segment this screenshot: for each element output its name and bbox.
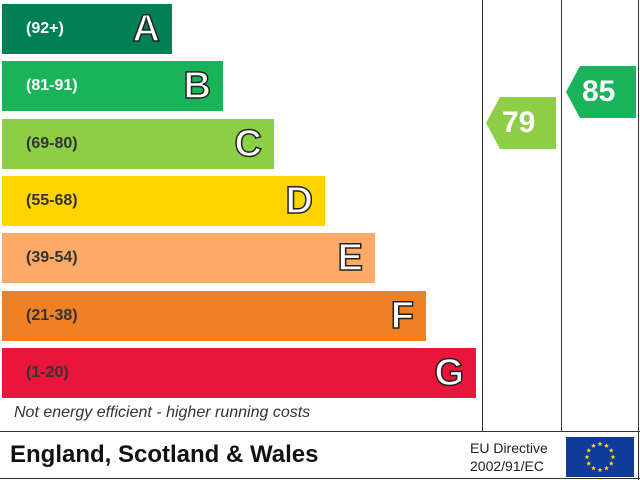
band-range-label: (81-91)	[26, 77, 78, 95]
band-b: (81-91) B	[2, 61, 223, 112]
current-rating-value: 79	[502, 106, 536, 139]
bottom-border	[0, 478, 640, 479]
eu-star	[597, 441, 603, 447]
eu-star	[584, 454, 590, 460]
band-range-label: (69-80)	[26, 134, 78, 152]
band-range-label: (55-68)	[26, 191, 78, 209]
band-letter: D	[285, 179, 314, 223]
band-f: (21-38) F	[2, 290, 426, 341]
band-letter: C	[234, 122, 263, 166]
band-range-label: (1-20)	[26, 363, 69, 381]
footnote: Not energy efficient - higher running co…	[14, 404, 311, 421]
eu-star	[597, 467, 603, 473]
eu-star	[604, 443, 609, 448]
band-letter: E	[337, 236, 364, 280]
band-range-label: (39-54)	[26, 249, 78, 267]
potential-rating-value: 85	[582, 75, 616, 108]
current-column-divider	[482, 0, 483, 432]
eu-flag-icon	[566, 437, 634, 477]
band-range-label: (21-38)	[26, 306, 78, 324]
band-a: (92+) A	[2, 4, 172, 54]
current-rating-arrow: 79	[486, 97, 556, 149]
eu-star	[604, 465, 609, 471]
eu-star	[586, 447, 592, 453]
right-border	[638, 0, 639, 480]
eu-star	[591, 465, 596, 471]
band-g: (1-20) G	[2, 347, 476, 398]
footer-divider	[0, 431, 640, 432]
potential-rating-shape	[566, 66, 636, 118]
band-letter: F	[390, 294, 415, 338]
band-letter: B	[183, 65, 212, 109]
band-letter: A	[132, 7, 161, 51]
band-letter: G	[434, 351, 465, 395]
current-rating-shape	[486, 97, 556, 149]
potential-rating-arrow: 85	[566, 66, 636, 118]
eu-star	[608, 460, 614, 466]
band-e: (39-54) E	[2, 233, 375, 284]
directive-line-2: 2002/91/EC	[470, 458, 544, 474]
eu-star	[591, 443, 596, 448]
band-c: (69-80) C	[2, 118, 274, 169]
band-range-label: (92+)	[26, 20, 64, 37]
directive-line-1: EU Directive	[470, 440, 548, 456]
band-d: (55-68) D	[2, 175, 325, 226]
eu-star	[610, 454, 616, 460]
eu-star	[586, 460, 592, 466]
region-label: England, Scotland & Wales	[10, 441, 319, 468]
eu-star	[608, 447, 614, 453]
potential-column-divider	[561, 0, 562, 432]
